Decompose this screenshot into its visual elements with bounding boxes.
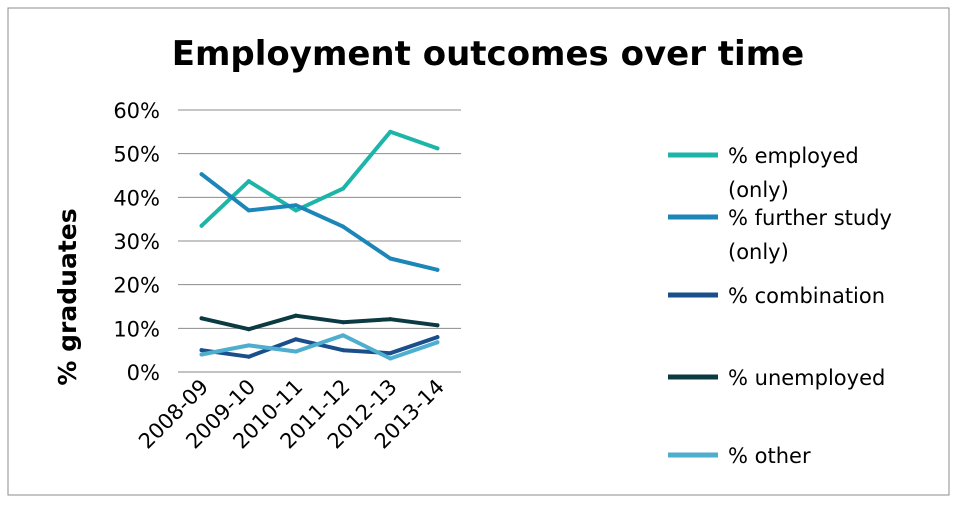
- data-point: [199, 172, 204, 177]
- y-tick-label: 20%: [113, 274, 160, 298]
- series-line: [199, 172, 440, 272]
- data-point: [435, 267, 440, 272]
- data-point: [293, 313, 298, 318]
- series-line: [199, 129, 440, 228]
- data-point: [199, 223, 204, 228]
- data-point: [435, 323, 440, 328]
- data-point: [199, 348, 204, 353]
- chart-border: [7, 7, 950, 496]
- data-point: [246, 327, 251, 332]
- data-point: [246, 343, 251, 348]
- data-point: [435, 340, 440, 345]
- y-axis-ticks: 0% 10% 20% 30% 40% 50% 60%: [113, 99, 160, 385]
- data-point: [199, 352, 204, 357]
- series-line: [199, 313, 440, 332]
- data-point: [388, 317, 393, 322]
- data-point: [341, 224, 346, 229]
- y-tick-label: 60%: [113, 99, 160, 123]
- data-point: [341, 348, 346, 353]
- legend-label: % other: [728, 444, 811, 468]
- y-tick-label: 40%: [113, 186, 160, 210]
- legend-label: % further study (only): [728, 206, 892, 264]
- data-point: [199, 316, 204, 321]
- y-axis-label: % graduates: [53, 208, 82, 385]
- data-point: [341, 320, 346, 325]
- y-tick-label: 10%: [113, 317, 160, 341]
- data-point: [293, 349, 298, 354]
- data-point: [388, 356, 393, 361]
- data-point: [293, 337, 298, 342]
- data-point: [246, 354, 251, 359]
- data-point: [341, 333, 346, 338]
- data-point: [388, 129, 393, 134]
- y-tick-label: 50%: [113, 143, 160, 167]
- data-point: [388, 256, 393, 261]
- data-point: [435, 146, 440, 151]
- data-point: [293, 203, 298, 208]
- y-tick-label: 30%: [113, 230, 160, 254]
- legend: % employed (only)% further study (only) % c…: [668, 144, 892, 468]
- data-point: [246, 179, 251, 184]
- data-point: [435, 335, 440, 340]
- y-tick-label: 0%: [127, 361, 160, 385]
- data-point: [293, 208, 298, 213]
- data-point: [341, 186, 346, 191]
- series-line: [199, 333, 440, 361]
- data-point: [246, 208, 251, 213]
- legend-label: % unemployed: [728, 366, 885, 390]
- data-point: [388, 351, 393, 356]
- chart-title: Employment outcomes over time: [172, 34, 804, 74]
- legend-label: % employed (only): [728, 144, 859, 202]
- series-lines: [199, 129, 440, 361]
- legend-label: % combination: [728, 284, 885, 308]
